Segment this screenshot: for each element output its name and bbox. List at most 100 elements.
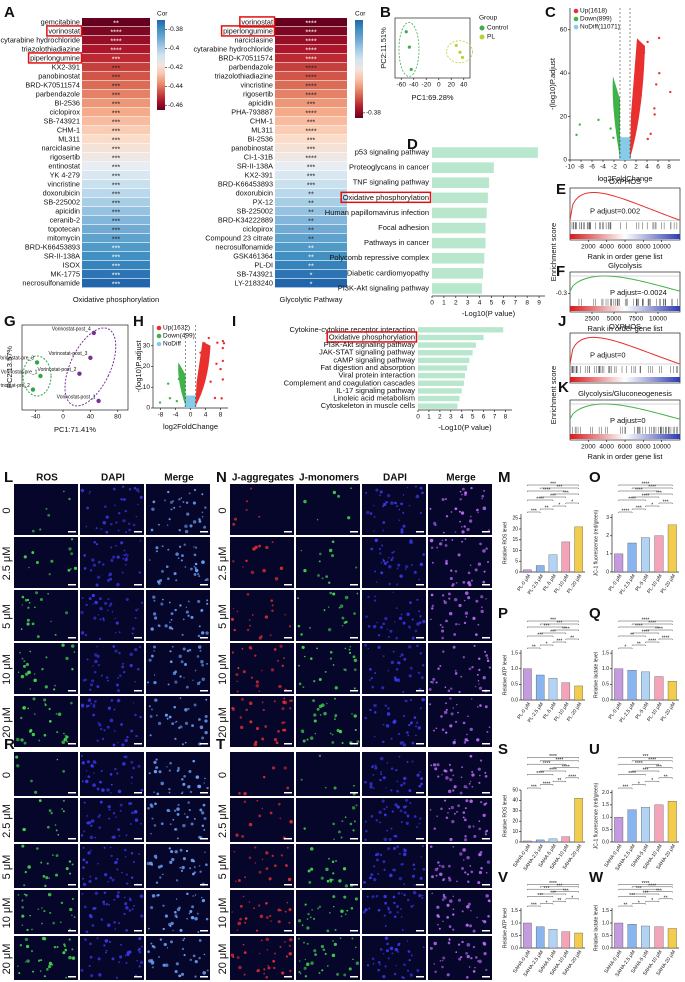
cell-signal [459,791,463,795]
point-cloud [630,38,645,158]
micrograph [80,643,144,694]
cell-signal [116,894,120,898]
x-tick-label: 0 [189,412,193,419]
cell-signal [21,906,24,909]
micrograph [14,844,78,888]
cell-signal [16,764,20,768]
heatmap-cell [275,207,347,216]
cell-signal [306,918,309,920]
cell-signal [309,736,314,740]
scale-bar [134,690,142,692]
cell-signal [348,651,352,655]
enrichment-curve [569,191,681,221]
colorbar-tick-label: -0.38 [168,26,183,33]
cell-signal [445,776,449,780]
significance: ** [308,261,314,270]
heatmap-cell [275,45,347,54]
cell-signal [313,917,316,920]
cell-signal [332,895,336,899]
cell-signal [166,765,168,768]
cell-signal [164,943,167,946]
bar [432,252,485,264]
cell-signal [84,678,88,682]
cell-signal [371,895,375,899]
significance: ** [308,198,314,207]
cell-signal [440,629,445,633]
cell-signal [418,893,422,898]
cell-signal [449,724,453,728]
cell-signal [396,567,399,570]
cell-signal [450,687,453,690]
cell-signal [152,612,157,616]
cell-signal [265,545,269,550]
scale-bar [482,884,490,886]
cell-signal [417,671,421,675]
cell-signal [160,781,165,786]
cell-signal [167,490,170,494]
group-ellipse [22,355,52,397]
outlier-dot [634,118,637,122]
cell-signal [488,666,491,669]
cell-signal [380,773,383,776]
cell-signal [183,543,187,547]
cell-signal [248,822,253,827]
cell-signal [93,540,97,544]
row-label: 2.5 μM [1,804,13,838]
cell-signal [109,846,112,849]
cell-signal [197,930,200,933]
scale-bar [416,637,424,639]
cell-signal [26,928,29,932]
cell-signal [111,957,115,961]
cell-signal [401,892,404,895]
cell-signal [155,550,158,553]
cell-signal [402,690,405,693]
cell-signal [159,876,162,879]
cell-signal [392,591,395,593]
cell-signal [469,924,473,928]
significance-bracket [527,626,566,628]
bar [574,685,583,701]
cell-signal [356,592,359,595]
cell-signal [448,763,451,766]
cell-signal [378,810,382,815]
micrograph [230,643,294,694]
significance: ** [557,898,561,904]
cell-signal [477,511,479,514]
cell-signal [85,930,89,934]
cell-signal [41,668,44,671]
row-label: CHM-1 [250,116,273,125]
cell-signal [346,909,349,912]
cell-signal [23,660,26,663]
cell-signal [413,716,417,719]
cell-signal [332,940,334,942]
axis-label: PC1:71.41% [54,425,96,434]
cell-signal [398,876,403,881]
cell-signal [419,771,421,773]
cell-signal [114,767,117,771]
cell-signal [150,654,154,658]
cell-signal [139,645,142,649]
cell-signal [180,559,183,562]
cell-signal [166,808,170,813]
cell-signal [478,686,483,690]
y-tick-label: 3 [606,515,609,521]
cell-signal [186,649,190,653]
significance-bracket [618,626,660,628]
cell-signal [108,904,110,906]
cell-signal [173,506,176,509]
row-label: CHM-1 [57,125,80,134]
cell-signal [46,968,49,971]
row-label: PHA-793887 [231,107,273,116]
cell-signal [94,877,98,880]
row-label: BRD-K70511574 [25,80,80,89]
cell-signal [61,740,66,745]
cell-signal [242,565,244,568]
cell-signal [400,863,403,866]
cell-signal [89,955,93,959]
micrograph [14,798,78,842]
cell-signal [112,487,116,491]
cell-signal [462,859,465,861]
cell-signal [271,541,274,544]
cell-signal [402,976,406,980]
cell-signal [342,867,347,871]
